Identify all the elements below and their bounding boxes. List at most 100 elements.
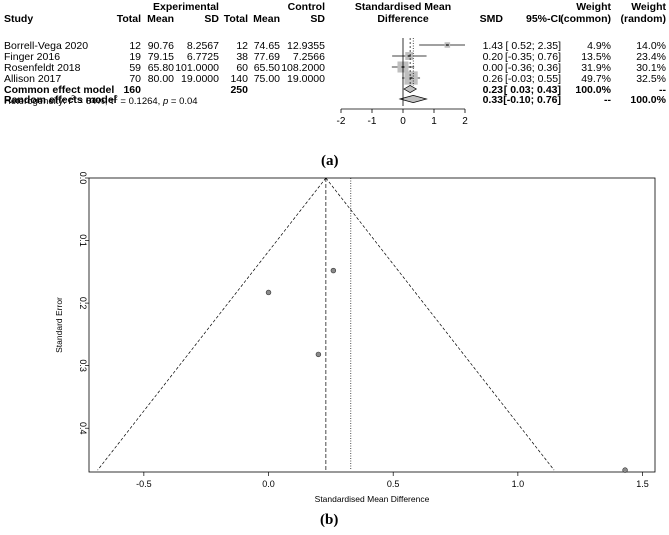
study-c-mean: 65.50	[254, 62, 280, 74]
study-w-random: 23.4%	[636, 51, 666, 63]
study-e-total: 59	[129, 62, 141, 74]
forest-tick-label: -1	[368, 116, 377, 127]
funnel-y-tick-label: 0.2	[78, 297, 88, 310]
funnel-x-tick-label: 0.5	[387, 479, 400, 489]
study-c-total: 60	[236, 62, 248, 74]
forest-rows: Borrell-Vega 2020 12 90.76 8.2567 12 74.65 12.…	[4, 40, 666, 85]
study-c-total: 140	[230, 73, 248, 85]
panel-label-b: (b)	[320, 512, 339, 528]
study-c-mean: 74.65	[254, 40, 280, 52]
header-group2: Control	[288, 1, 325, 13]
forest-summary: Common effect model 160 250 0.23[ 0.03; 0.4…	[4, 84, 667, 106]
header-weight2: Weight	[631, 1, 666, 13]
funnel-points	[265, 267, 628, 473]
common-effect-diamond	[403, 84, 418, 94]
funnel-x-tick-label: 1.5	[636, 479, 649, 489]
forest-plot: Experimental Control Standardised Mean W…	[4, 1, 667, 127]
funnel-y-tick-label: 0.4	[78, 422, 88, 435]
common-e-total: 160	[123, 84, 141, 96]
het-i2-exp: 2	[71, 95, 75, 102]
header-group1: Experimental	[153, 1, 219, 13]
common-label: Common effect model	[4, 84, 114, 96]
forest-marks	[391, 38, 465, 106]
random-smd-text: 0.33	[483, 94, 504, 106]
header-c-sd: SD	[310, 13, 325, 25]
het-tau-symbol: τ	[110, 96, 114, 107]
random-ci-text: [-0.10; 0.76]	[503, 94, 561, 106]
study-e-mean: 80.00	[148, 73, 174, 85]
funnel-point	[622, 467, 628, 473]
funnel-point	[315, 351, 322, 358]
study-smd-text: 0.00	[483, 62, 504, 74]
funnel-point	[265, 289, 272, 296]
het-tau-value: = 0.1264,	[118, 96, 163, 107]
header-e-sd: SD	[204, 13, 219, 25]
funnel-y-tick-label: 0.1	[78, 234, 88, 247]
study-smd-text: 0.26	[483, 73, 504, 85]
study-w-common: 31.9%	[581, 62, 611, 74]
header-weight1: Weight	[576, 1, 611, 13]
common-w-common: 100.0%	[575, 84, 611, 96]
study-smd-text: 0.20	[483, 51, 504, 63]
header-smd: SMD	[480, 13, 504, 25]
study-w-common: 4.9%	[587, 40, 611, 52]
funnel-left-limit	[97, 177, 327, 471]
het-i2-symbol: I	[68, 96, 71, 107]
study-e-mean: 79.15	[148, 51, 174, 63]
study-c-sd: 7.2566	[293, 51, 325, 63]
forest-tick-label: -2	[337, 116, 346, 127]
funnel-lines	[97, 177, 555, 471]
forest-tick-label: 0	[400, 116, 406, 127]
common-w-random: --	[659, 84, 666, 96]
common-smd-text: 0.23	[483, 84, 504, 96]
header-c-total: Total	[224, 13, 248, 25]
funnel-x-tick-label: -0.5	[136, 479, 152, 489]
study-w-random: 32.5%	[636, 73, 666, 85]
study-ci-text: [-0.35; 0.76]	[505, 51, 561, 63]
study-w-random: 30.1%	[636, 62, 666, 74]
study-e-sd: 101.0000	[175, 62, 219, 74]
header-e-mean: Mean	[147, 13, 174, 25]
study-w-common: 49.7%	[581, 73, 611, 85]
study-c-mean: 75.00	[254, 73, 280, 85]
funnel-y-axis: 0.0 0.1 0.2 0.3 0.4	[78, 172, 89, 435]
funnel-ylabel: Standard Error	[54, 297, 64, 353]
funnel-x-tick-label: 0.0	[262, 479, 275, 489]
panel-label-a: (a)	[321, 153, 339, 169]
study-study: Rosenfeldt 2018	[4, 62, 81, 74]
heterogeneity-text: Heterogeneity: I2 = 64%, τ2 = 0.1264, p …	[4, 95, 198, 107]
forest-x-axis: -2 -1 0 1 2	[337, 108, 468, 127]
study-e-total: 12	[129, 40, 141, 52]
het-p-symbol: p	[162, 96, 168, 107]
random-w-random: 100.0%	[630, 94, 666, 106]
funnel-y-tick-label: 0.3	[78, 359, 88, 372]
common-c-total: 250	[230, 84, 248, 96]
study-ci-text: [-0.03; 0.55]	[505, 73, 561, 85]
study-c-mean: 77.69	[254, 51, 280, 63]
het-i2-value: = 64%,	[75, 96, 110, 107]
header-w-random: (random)	[621, 13, 667, 25]
header-study: Study	[4, 13, 33, 25]
study-study: Finger 2016	[4, 51, 60, 63]
funnel-right-limit	[325, 177, 555, 471]
study-c-sd: 19.0000	[287, 73, 325, 85]
study-c-sd: 108.2000	[281, 62, 325, 74]
study-study: Allison 2017	[4, 73, 61, 85]
study-w-random: 14.0%	[636, 40, 666, 52]
study-e-total: 19	[129, 51, 141, 63]
study-e-sd: 6.7725	[187, 51, 219, 63]
het-prefix: Heterogeneity:	[4, 96, 68, 107]
funnel-y-tick-label: 0.0	[78, 172, 88, 185]
study-e-sd: 19.0000	[181, 73, 219, 85]
study-c-total: 38	[236, 51, 248, 63]
random-w-common: --	[604, 94, 611, 106]
study-study: Borrell-Vega 2020	[4, 40, 88, 52]
common-ci-text: [ 0.03; 0.43]	[504, 84, 561, 96]
study-e-mean: 90.76	[148, 40, 174, 52]
header-effect-line1: Standardised Mean	[355, 1, 451, 13]
random-effect-diamond	[398, 95, 428, 103]
funnel-plot-box	[88, 177, 656, 473]
header-ci: 95%-CI	[526, 13, 561, 25]
study-e-mean: 65.80	[148, 62, 174, 74]
het-p-value: = 0.04	[168, 96, 197, 107]
